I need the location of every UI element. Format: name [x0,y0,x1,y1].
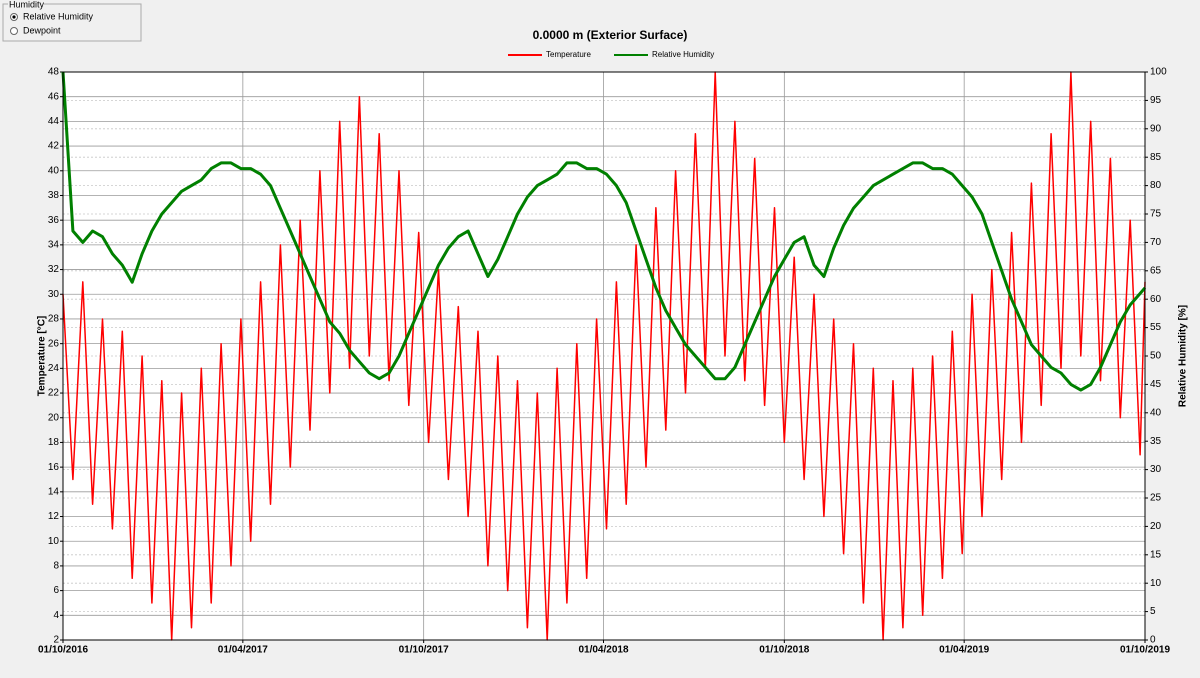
y-tick-label: 16 [48,462,60,473]
x-tick-label: 01/04/2018 [578,645,628,656]
y2-tick-label: 70 [1150,237,1162,248]
y2-tick-label: 85 [1150,152,1162,163]
radio-option[interactable]: Relative Humidity [10,11,94,21]
y-tick-label: 44 [48,116,60,127]
y-tick-label: 22 [48,388,60,399]
y2-tick-label: 65 [1150,265,1162,276]
y2-tick-label: 30 [1150,464,1162,475]
y-tick-label: 20 [48,412,60,423]
y-tick-label: 30 [48,289,60,300]
y-tick-label: 12 [48,511,60,522]
y-tick-label: 48 [48,67,60,78]
y2-tick-label: 35 [1150,436,1162,447]
y2-tick-label: 75 [1150,209,1162,220]
group-title: Humidity [9,0,45,9]
chart-title: 0.0000 m (Exterior Surface) [533,28,688,42]
y-tick-label: 36 [48,215,60,226]
y-tick-label: 46 [48,91,60,102]
x-tick-label: 01/10/2016 [38,645,88,656]
y2-tick-label: 20 [1150,521,1162,532]
y-tick-label: 34 [48,240,60,251]
y2-tick-label: 55 [1150,322,1162,333]
y-tick-label: 32 [48,264,60,275]
x-tick-label: 01/04/2019 [939,645,989,656]
y2-tick-label: 45 [1150,379,1162,390]
y2-tick-label: 15 [1150,549,1162,560]
y-tick-label: 2 [53,635,59,646]
y-tick-label: 26 [48,338,60,349]
y-tick-label: 14 [48,486,60,497]
y2-tick-label: 10 [1150,578,1162,589]
humidity-group [2,3,142,42]
y2-tick-label: 5 [1150,606,1156,617]
x-tick-label: 01/10/2017 [399,645,449,656]
y2-axis-label: Relative Humidity [%] [1178,305,1189,407]
y-tick-label: 28 [48,314,60,325]
plot-frame [62,71,1146,641]
x-tick-label: 01/04/2017 [218,645,268,656]
series-line [61,71,1147,392]
legend-label: Relative Humidity [652,50,714,59]
y2-tick-label: 0 [1150,635,1156,646]
y-tick-label: 42 [48,141,60,152]
y2-tick-label: 90 [1150,123,1162,134]
x-tick-label: 01/10/2018 [759,645,809,656]
x-tick-label: 01/10/2019 [1120,645,1170,656]
series-line [62,71,1146,641]
y-tick-label: 4 [53,610,59,621]
radio-dot [12,15,16,19]
legend-label: Temperature [546,50,591,59]
y2-tick-label: 25 [1150,493,1162,504]
y-tick-label: 6 [53,585,59,596]
y-tick-label: 38 [48,190,60,201]
y2-tick-label: 100 [1150,67,1167,78]
y-tick-label: 8 [53,561,59,572]
radio-button [10,27,18,35]
y-axis-label: Temperature [°C] [37,316,48,397]
y-tick-label: 40 [48,165,60,176]
y2-tick-label: 95 [1150,95,1162,106]
radio-label: Dewpoint [23,25,61,35]
y2-tick-label: 80 [1150,180,1162,191]
y2-tick-label: 60 [1150,294,1162,305]
y-tick-label: 18 [48,437,60,448]
radio-label: Relative Humidity [23,11,94,21]
y-tick-label: 10 [48,536,60,547]
y2-tick-label: 50 [1150,351,1162,362]
y-tick-label: 24 [48,363,60,374]
radio-option[interactable]: Dewpoint [10,25,62,35]
y2-tick-label: 40 [1150,407,1162,418]
group-title-bg [8,0,44,9]
